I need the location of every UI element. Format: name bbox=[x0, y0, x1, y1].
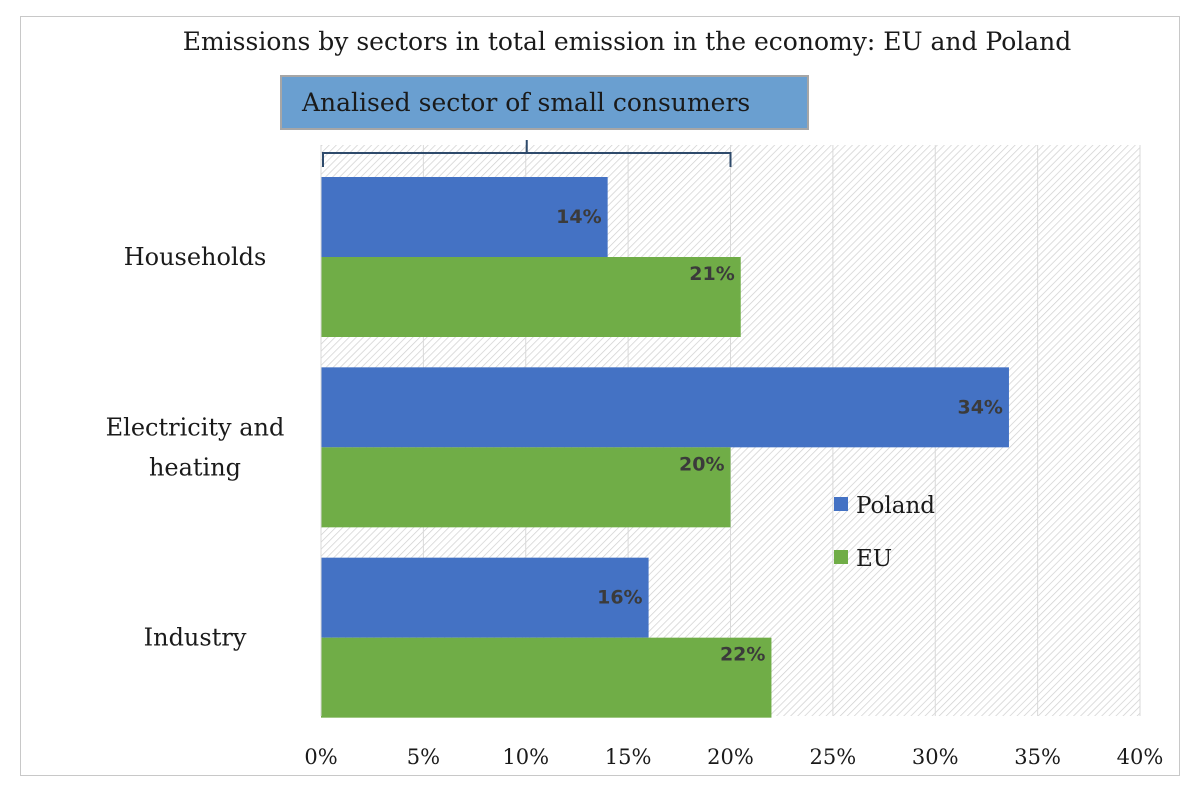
category-label-line: Electricity and bbox=[106, 413, 285, 441]
category-label: Households bbox=[124, 243, 267, 271]
x-tick-label: 25% bbox=[810, 745, 857, 769]
x-tick-label: 5% bbox=[407, 745, 440, 769]
category-label-line: Households bbox=[124, 243, 267, 271]
bar-eu bbox=[321, 637, 772, 718]
x-tick-label: 20% bbox=[707, 745, 754, 769]
category-label: Industry bbox=[144, 624, 247, 652]
x-tick-label: 0% bbox=[304, 745, 337, 769]
category-label: Electricity and heating bbox=[106, 413, 285, 481]
annotation-text: Analised sector of small consumers bbox=[301, 88, 750, 117]
legend-label-poland: Poland bbox=[856, 493, 935, 519]
x-tick-label: 35% bbox=[1014, 745, 1061, 769]
category-label-line: Industry bbox=[144, 624, 247, 652]
x-tick-label: 10% bbox=[502, 745, 549, 769]
category-label-line: heating bbox=[149, 453, 241, 481]
x-tick-label: 15% bbox=[605, 745, 652, 769]
bar-eu bbox=[321, 257, 741, 337]
bar-eu bbox=[321, 447, 731, 528]
legend-swatch-eu bbox=[834, 550, 848, 564]
data-label: 14% bbox=[556, 206, 601, 228]
data-label: 20% bbox=[679, 453, 724, 475]
data-label: 22% bbox=[720, 644, 765, 666]
chart-title: Emissions by sectors in total emission i… bbox=[183, 27, 1072, 56]
annotation-bracket bbox=[322, 140, 732, 167]
legend-swatch-poland bbox=[834, 497, 848, 511]
bar-poland bbox=[321, 177, 608, 257]
data-label: 16% bbox=[597, 587, 642, 609]
data-label: 21% bbox=[689, 263, 734, 285]
x-tick-label: 30% bbox=[912, 745, 959, 769]
bar-poland bbox=[321, 367, 1009, 448]
data-label: 34% bbox=[957, 396, 1002, 418]
legend-label-eu: EU bbox=[856, 546, 892, 572]
bar-poland bbox=[321, 557, 649, 638]
x-tick-label: 40% bbox=[1117, 745, 1164, 769]
annotation-box bbox=[280, 75, 809, 130]
